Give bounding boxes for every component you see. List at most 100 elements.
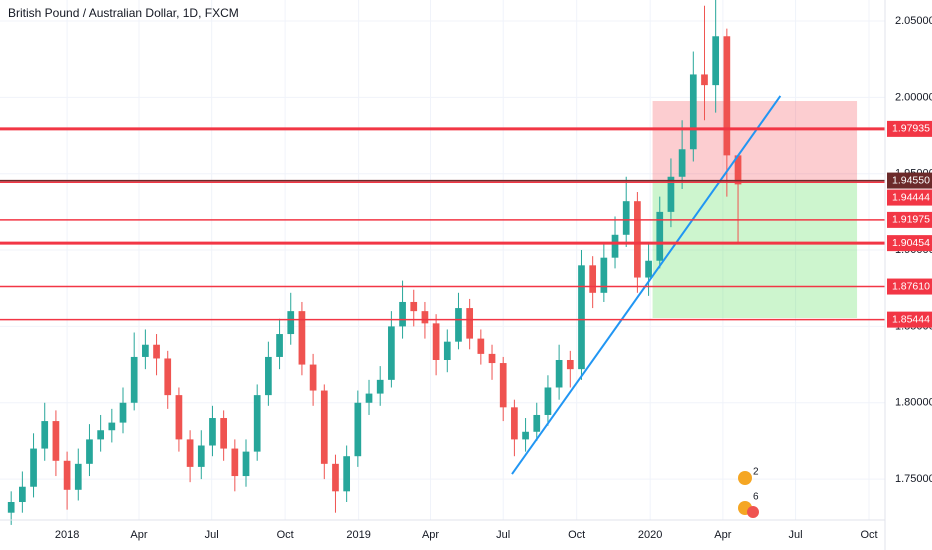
candle-body (712, 36, 720, 86)
x-tick-label: Apr (714, 529, 731, 541)
candle-body (622, 201, 630, 235)
candle-body (544, 387, 552, 415)
candle-body (164, 358, 172, 396)
y-tick-label: 2.00000 (895, 91, 932, 103)
candle-body (220, 418, 228, 449)
candle-body (466, 308, 474, 339)
candle-body (533, 414, 541, 432)
candle-body (589, 265, 597, 293)
candle-body (578, 265, 585, 370)
candle-body (656, 211, 664, 261)
overlay (0, 95, 885, 475)
candle-body (723, 36, 731, 156)
candle-body (197, 445, 205, 467)
candle-body (678, 149, 686, 177)
price-label: 1.94444 (892, 191, 930, 203)
target-zone (652, 180, 858, 319)
candle-body (376, 379, 384, 394)
candle-body (410, 301, 418, 312)
price-label-box (887, 278, 932, 295)
x-tick-label: Oct (568, 529, 585, 541)
candle-body (130, 356, 138, 403)
price-label: 1.97935 (892, 123, 930, 135)
candle-body (231, 448, 239, 477)
candle-body (276, 334, 283, 357)
candle-body (332, 463, 339, 492)
candle-body (645, 260, 652, 278)
candle-body (432, 323, 440, 360)
candle-body (343, 456, 351, 492)
axis: 1.750001.800001.850001.900001.950002.000… (55, 15, 932, 541)
candle-body (455, 308, 462, 342)
price-label: 1.91975 (892, 214, 930, 226)
x-tick-label: Jul (205, 529, 219, 541)
candle-body (443, 341, 451, 360)
price-label-box (887, 235, 932, 252)
x-tick-label: Jul (496, 529, 510, 541)
price-label-box (887, 120, 932, 137)
y-tick-label: 1.80000 (895, 397, 932, 409)
candle-body (421, 311, 429, 324)
candle-body (734, 155, 742, 185)
x-tick-label: Jul (789, 529, 803, 541)
event-icon (738, 471, 752, 485)
price-label-box (887, 211, 932, 228)
candle-body (52, 421, 60, 461)
candle-body (287, 311, 295, 335)
candle-body (701, 74, 708, 86)
candle-body (488, 353, 496, 364)
candle-body (41, 421, 49, 449)
candle-body (209, 418, 216, 446)
candle-body (142, 344, 149, 357)
candle-body (86, 439, 93, 464)
candle-body (63, 460, 71, 490)
candle-body (298, 311, 306, 365)
candle-body (175, 395, 183, 440)
x-tick-label: 2020 (638, 529, 662, 541)
candle-body (388, 326, 395, 380)
candle-body (242, 451, 250, 477)
x-tick-label: 2019 (346, 529, 370, 541)
candle-body (399, 301, 406, 327)
candle-body (7, 502, 15, 513)
event-count: 6 (753, 492, 759, 503)
candle-body (186, 439, 194, 467)
candle-body (600, 257, 608, 293)
candle-body (119, 402, 127, 423)
candle-body (253, 395, 261, 452)
x-tick-label: Oct (860, 529, 877, 541)
candle-body (74, 463, 82, 490)
price-label-box (887, 172, 932, 189)
zones (652, 101, 858, 319)
candle-body (309, 364, 317, 391)
candle-body (566, 359, 574, 370)
price-label: 1.94550 (892, 174, 930, 186)
price-label-box (887, 311, 932, 328)
candle-body (108, 422, 116, 431)
candle-body (97, 430, 104, 440)
candle-body (354, 402, 362, 457)
x-tick-label: Oct (277, 529, 294, 541)
event-count: 2 (753, 467, 759, 478)
event-markers: 2 6 (738, 467, 759, 518)
candle-body (265, 356, 272, 396)
candle-body (30, 448, 37, 487)
price-label: 1.85444 (892, 313, 930, 325)
x-tick-label: 2018 (55, 529, 79, 541)
candle-body (634, 201, 641, 278)
candle-body (320, 390, 328, 464)
y-tick-label: 2.05000 (895, 15, 932, 27)
candle-body (511, 407, 518, 440)
stop-zone (652, 101, 858, 181)
y-tick-label: 1.75000 (895, 473, 932, 485)
chart-title: British Pound / Australian Dollar, 1D, F… (8, 6, 239, 20)
price-label: 1.87610 (892, 280, 930, 292)
candle-body (611, 234, 619, 258)
x-tick-label: Apr (422, 529, 439, 541)
trendline (511, 95, 782, 475)
candle-body (477, 338, 485, 354)
candle-body (365, 393, 373, 403)
price-label: 1.90454 (892, 237, 930, 249)
